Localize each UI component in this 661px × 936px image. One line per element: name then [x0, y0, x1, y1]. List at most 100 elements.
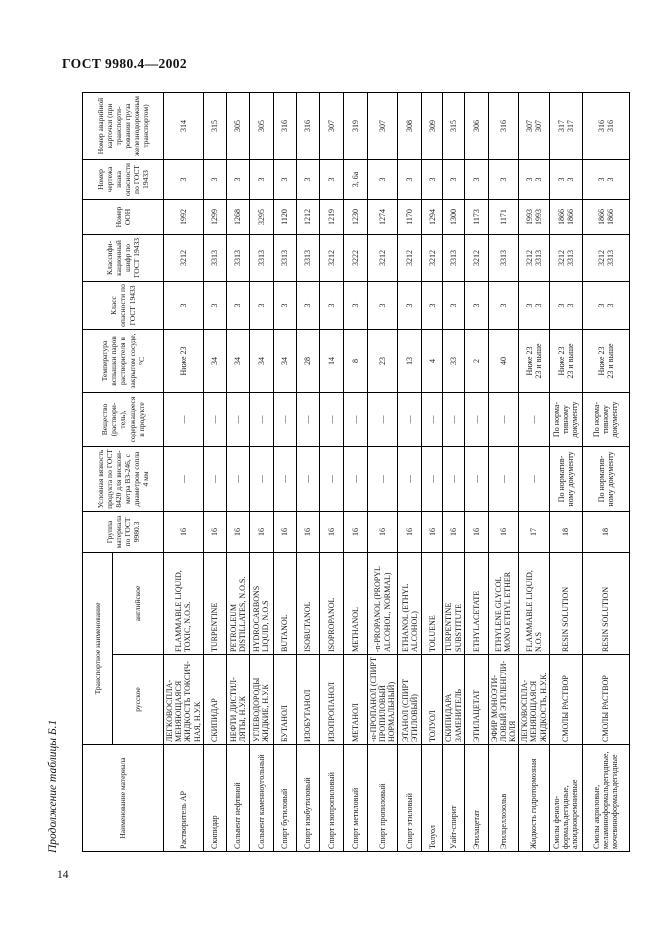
cell-hazard-class: 3: [296, 281, 320, 330]
cell-hazard-class: 3: [203, 281, 227, 330]
cell-class-code: 3313: [249, 234, 274, 282]
table-row: Этилцеллозольв ЭФИР МОНОЭТИ­ЛОВЫЙ ЭТИЛЕНГ…: [488, 92, 519, 852]
cell-substance: —: [273, 392, 297, 447]
table-row: Спирт бутило­вый БУТАНОЛ BUTANOL 16— —34 3 331…: [273, 92, 297, 852]
page-number: 14: [57, 869, 69, 881]
cell-emergency-card: 317 317: [549, 92, 583, 160]
cell-group: 16: [367, 511, 398, 553]
table-row: Жидкость гидро­тормозная ЛЕГКОВОСПЛА­МЕНЯ…: [518, 92, 550, 852]
cell-name-ru: ИЗОПРОПАНОЛ: [319, 654, 344, 745]
cell-name-en: TURPENTINE SUBSTITUTE: [442, 552, 465, 655]
cell-emergency-card: 307: [367, 92, 398, 160]
cell-name-ru: ТОЛУОЛ: [421, 654, 443, 745]
table-row: Смолы феноло­формальдегидные, алкиднокре…: [549, 92, 583, 852]
cell-material: Спирт этиловый: [397, 744, 422, 852]
cell-un-number: 1274: [367, 199, 398, 235]
cell-class-code: 3212: [421, 234, 443, 282]
cell-name-ru: УГЛЕВОДОРОДЫ ЖИДКИЕ, Н.У.К: [249, 654, 274, 745]
cell-material: Сольвент камен­ноугольный: [249, 744, 274, 852]
cell-un-number: 1992: [163, 199, 204, 235]
cell-group: 16: [397, 511, 422, 553]
cell-hazard-class: 3: [319, 281, 344, 330]
col-header-class-code: Классифи­кационный шифр по ГОСТ 19433: [82, 234, 164, 282]
cell-name-ru: БУТАНОЛ: [273, 654, 297, 745]
cell-name-ru: ЭТИЛАЦЕТАТ: [464, 654, 489, 745]
cell-name-en: ISOPROPANOL: [319, 552, 344, 655]
cell-un-number: 1171: [488, 199, 519, 235]
cell-name-ru: ИЗОБУТАНОЛ: [296, 654, 320, 745]
cell-flash-temp: 28: [296, 329, 320, 393]
cell-substance: —: [442, 392, 465, 447]
cell-group: 16: [442, 511, 465, 553]
cell-emergency-card: 315: [442, 92, 465, 160]
cell-material: Этилацетат: [464, 744, 489, 852]
cell-viscosity: —: [421, 446, 443, 512]
cell-substance: По норма­тивному документу: [549, 392, 583, 447]
col-header-transport-name: Транспортное наименование: [82, 552, 113, 745]
cell-material: Спирт бутило­вый: [273, 744, 297, 852]
cell-group: 16: [464, 511, 489, 553]
cell-flash-temp: 34: [249, 329, 274, 393]
cell-viscosity: —: [319, 446, 344, 512]
cell-material: Спирт метило­вый: [343, 744, 368, 852]
cell-hazard-class: 3: [273, 281, 297, 330]
cell-emergency-card: 307 307: [518, 92, 550, 160]
cell-material: Смолы феноло­формальдегидные, алкиднокре…: [549, 744, 583, 852]
cell-substance: —: [343, 392, 368, 447]
cell-substance: По норма­тивному документу: [582, 392, 630, 447]
cell-un-number: 1173: [464, 199, 489, 235]
cell-group: 16: [488, 511, 519, 553]
cell-emergency-card: 305: [249, 92, 274, 160]
cell-substance: —: [397, 392, 422, 447]
cell-danger-sign: 3 3: [518, 159, 550, 200]
cell-un-number: 1219: [319, 199, 344, 235]
table-row: Растворитель АР ЛЕГКОВОСПЛА­МЕНЯЮЩАЯСЯ ЖИ…: [163, 92, 204, 852]
cell-hazard-class: 3: [397, 281, 422, 330]
cell-un-number: 1866 1866: [549, 199, 583, 235]
cell-viscosity: —: [488, 446, 519, 512]
cell-emergency-card: 316 316: [582, 92, 630, 160]
cell-name-ru: СКИПИДАРА ЗАМЕНИТЕЛЬ: [442, 654, 465, 745]
table-row: Спирт этиловый ЭТАНОЛ (СПИРТ ЭТИЛОВЫЙ) ETH…: [397, 92, 422, 852]
cell-emergency-card: 306: [464, 92, 489, 160]
col-header-group: Группа материа­ла по ГОСТ 9980.3: [82, 511, 164, 553]
cell-flash-temp: 14: [319, 329, 344, 393]
col-header-danger-sign: Номер чертежа знака опасно­сти по ГОСТ 1…: [82, 159, 164, 200]
cell-flash-temp: 13: [397, 329, 422, 393]
cell-class-code: 3313: [226, 234, 250, 282]
col-header-material: Наименование материала: [82, 744, 164, 852]
cell-hazard-class: 3: [343, 281, 368, 330]
cell-group: 16: [319, 511, 344, 553]
table-row: Спирт изопро­пиловый ИЗОПРОПАНОЛ ISOPROPAN…: [319, 92, 344, 852]
cell-hazard-class: 3: [488, 281, 519, 330]
cell-name-en: ISOBUTANOL: [296, 552, 320, 655]
cell-danger-sign: 3 3: [549, 159, 583, 200]
cell-danger-sign: 3: [367, 159, 398, 200]
cell-name-en: TOLUENE: [421, 552, 443, 655]
cell-substance: —: [163, 392, 204, 447]
cell-viscosity: —: [518, 446, 550, 512]
cell-substance: —: [226, 392, 250, 447]
cell-name-en: ETHYLENE GLYCOL MONO ETHYL ETHER: [488, 552, 519, 655]
cell-class-code: 3212: [163, 234, 204, 282]
cell-material: Смолы акрило­вые, меламинофор­мальдегидн…: [582, 744, 630, 852]
cell-group: 16: [343, 511, 368, 553]
cell-group: 18: [549, 511, 583, 553]
cell-name-ru: СКИПИДАР: [203, 654, 227, 745]
cell-un-number: 1866 1866: [582, 199, 630, 235]
cell-hazard-class: 3: [249, 281, 274, 330]
cell-name-en: FLAMMABLE LIQUID, N.O.S: [518, 552, 550, 655]
cell-flash-temp: Ниже 23: [163, 329, 204, 393]
cell-name-en: RESIN SOLUTION: [582, 552, 630, 655]
cell-hazard-class: 3: [464, 281, 489, 330]
cell-danger-sign: 3: [249, 159, 274, 200]
cell-emergency-card: 305: [226, 92, 250, 160]
cell-viscosity: —: [442, 446, 465, 512]
cell-class-code: 3212: [319, 234, 344, 282]
cell-name-ru: ЭФИР МОНОЭТИ­ЛОВЫЙ ЭТИЛЕНГЛИ­КОЛЯ: [488, 654, 519, 745]
cell-flash-temp: Ниже 23 23 и выше: [582, 329, 630, 393]
cell-un-number: 1230: [343, 199, 368, 235]
cell-class-code: 3212 3313: [518, 234, 550, 282]
cell-danger-sign: 3: [226, 159, 250, 200]
cell-name-en: METHANOL: [343, 552, 368, 655]
